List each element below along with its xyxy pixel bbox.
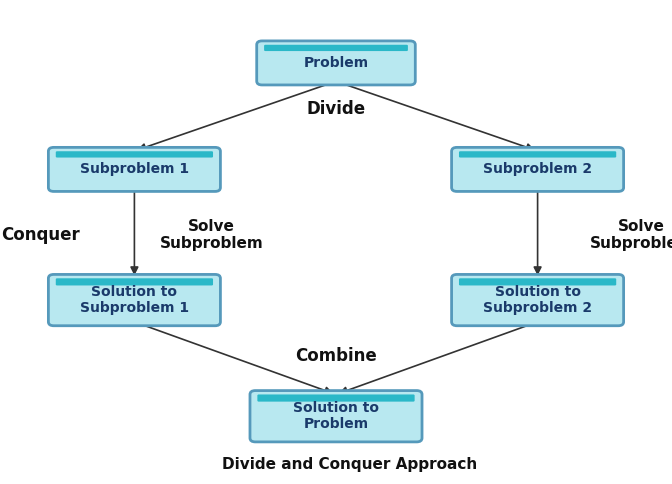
FancyBboxPatch shape [56, 151, 213, 158]
FancyBboxPatch shape [257, 394, 415, 402]
FancyBboxPatch shape [257, 41, 415, 85]
Text: Solve
Subproblem: Solve Subproblem [160, 219, 263, 251]
Text: Divide: Divide [306, 100, 366, 118]
FancyBboxPatch shape [48, 147, 220, 191]
FancyBboxPatch shape [250, 391, 422, 442]
FancyBboxPatch shape [459, 278, 616, 286]
Text: Subproblem 1: Subproblem 1 [80, 163, 189, 176]
Text: Solution to
Problem: Solution to Problem [293, 401, 379, 431]
FancyBboxPatch shape [459, 151, 616, 158]
Text: Solution to
Subproblem 1: Solution to Subproblem 1 [80, 285, 189, 315]
Text: Solution to
Subproblem 2: Solution to Subproblem 2 [483, 285, 592, 315]
Text: Solve
Subproblem: Solve Subproblem [590, 219, 672, 251]
Text: Conquer: Conquer [1, 226, 80, 244]
Text: Divide and Conquer Approach: Divide and Conquer Approach [222, 457, 477, 472]
Text: Problem: Problem [304, 56, 368, 70]
FancyBboxPatch shape [48, 274, 220, 326]
Text: Combine: Combine [295, 347, 377, 365]
FancyBboxPatch shape [452, 147, 624, 191]
FancyBboxPatch shape [56, 278, 213, 286]
Text: Subproblem 2: Subproblem 2 [483, 163, 592, 176]
FancyBboxPatch shape [264, 45, 408, 51]
FancyBboxPatch shape [452, 274, 624, 326]
